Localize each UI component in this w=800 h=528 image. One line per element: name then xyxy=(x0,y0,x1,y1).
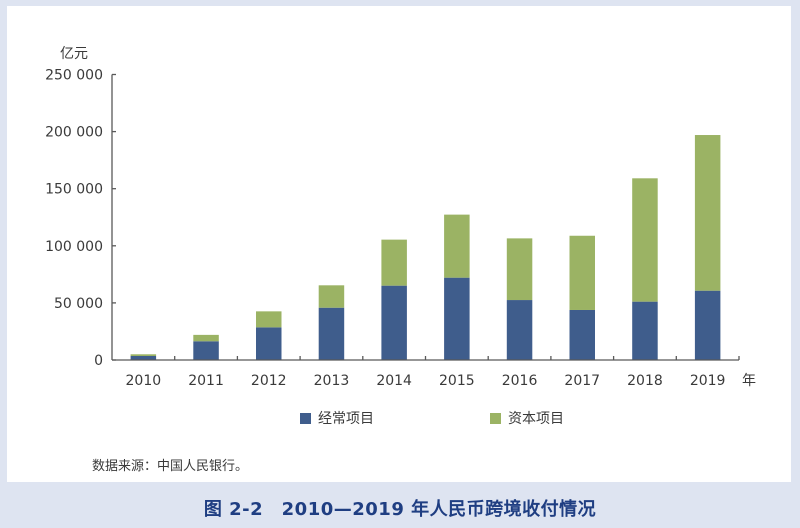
legend-label-capital-account: 资本项目 xyxy=(508,411,564,427)
bar-capital-account xyxy=(256,311,282,328)
y-tick-label: 200 000 xyxy=(45,125,103,141)
bar-capital-account xyxy=(506,238,533,301)
bar-current-account xyxy=(256,327,282,360)
bar-capital-account xyxy=(632,178,658,302)
bars-group xyxy=(130,135,721,360)
x-tick-label: 2014 xyxy=(376,373,412,389)
x-tick-label: 2019 xyxy=(690,373,726,389)
bar-capital-account xyxy=(193,334,219,342)
bar-capital-account xyxy=(444,214,470,278)
x-tick-label: 2012 xyxy=(251,373,287,389)
legend-swatch-capital-account xyxy=(490,412,501,424)
legend-item-capital-account: 资本项目 xyxy=(490,408,564,428)
y-axis: 0 50 000 100 000 150 000 200 000 250 000 xyxy=(45,68,116,369)
y-tick-label: 0 xyxy=(94,353,103,369)
x-axis: 2010 2011 2012 2013 2014 2015 2016 2017 2018 2019 xyxy=(112,356,740,389)
y-tick-label: 50 000 xyxy=(54,296,103,312)
y-tick-label: 100 000 xyxy=(45,239,103,255)
x-tick-label: 2010 xyxy=(126,373,162,389)
legend: 经常项目 资本项目 xyxy=(0,408,800,428)
legend-swatch-current-account xyxy=(300,412,311,424)
x-tick-label: 2013 xyxy=(314,373,350,389)
x-tick-label: 2017 xyxy=(564,373,600,389)
bar-current-account xyxy=(130,356,157,360)
y-axis-unit-label: 亿元 xyxy=(60,46,88,62)
y-tick-label: 250 000 xyxy=(45,68,103,84)
bar-capital-account xyxy=(569,235,595,310)
x-tick-label: 2018 xyxy=(627,373,663,389)
bar-current-account xyxy=(381,285,407,360)
bar-capital-account xyxy=(318,285,345,308)
x-axis-unit-label: 年 xyxy=(742,373,756,389)
legend-label-current-account: 经常项目 xyxy=(318,411,374,427)
bar-current-account xyxy=(193,341,219,360)
stacked-bar-chart: 亿元 0 50 000 100 000 150 000 200 000 250 000 2… xyxy=(45,46,756,389)
bar-capital-account xyxy=(694,135,721,291)
legend-item-current-account: 经常项目 xyxy=(300,408,374,428)
y-tick-label: 150 000 xyxy=(45,182,103,198)
bar-current-account xyxy=(318,307,345,360)
data-source-note: 数据来源：中国人民银行。 xyxy=(92,459,249,474)
bar-capital-account xyxy=(381,239,407,286)
x-tick-label: 2016 xyxy=(502,373,538,389)
bar-capital-account xyxy=(130,354,157,357)
x-tick-label: 2011 xyxy=(188,373,224,389)
bar-current-account xyxy=(444,277,470,360)
x-tick-label: 2015 xyxy=(439,373,475,389)
figure-caption: 图 2-2 2010—2019 年人民币跨境收付情况 xyxy=(203,499,597,520)
bar-current-account xyxy=(569,309,595,360)
bar-current-account xyxy=(632,301,658,360)
bar-current-account xyxy=(506,300,533,360)
bar-current-account xyxy=(694,290,721,360)
